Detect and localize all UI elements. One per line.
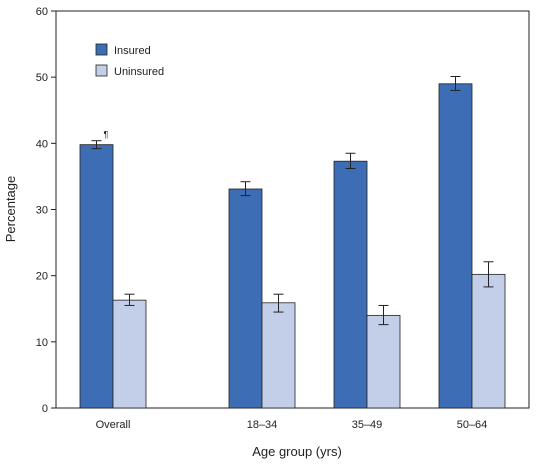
legend-swatch-insured bbox=[95, 43, 108, 56]
y-tick-label: 10 bbox=[36, 337, 48, 349]
legend-label-uninsured: Uninsured bbox=[114, 66, 164, 78]
x-tick-label: 50–64 bbox=[457, 419, 488, 431]
y-tick-label: 50 bbox=[36, 72, 48, 84]
y-tick-label: 40 bbox=[36, 138, 48, 150]
y-axis-title: Percentage bbox=[3, 176, 18, 243]
legend-label-insured: Insured bbox=[114, 45, 151, 57]
annotations-group: ¶ bbox=[104, 130, 109, 140]
x-tick-label: 18–34 bbox=[247, 419, 278, 431]
bar-insured-3 bbox=[438, 83, 473, 409]
x-axis: Overall 18–34 35–49 50–64 bbox=[96, 419, 488, 431]
x-tick-label: Overall bbox=[96, 419, 131, 431]
x-axis-title: Age group (yrs) bbox=[252, 444, 342, 459]
bar-insured-2 bbox=[333, 160, 368, 409]
footnote-marker: ¶ bbox=[104, 130, 109, 140]
bar-insured-1 bbox=[228, 188, 263, 409]
bar-uninsured-3 bbox=[471, 273, 506, 409]
y-tick-label: 0 bbox=[42, 403, 48, 415]
y-tick-label: 30 bbox=[36, 205, 48, 217]
y-tick-label: 60 bbox=[36, 6, 48, 18]
bar-uninsured-2 bbox=[366, 314, 401, 409]
y-tick-label: 20 bbox=[36, 271, 48, 283]
legend: Insured Uninsured bbox=[95, 43, 164, 78]
bars-group bbox=[79, 83, 506, 409]
bar-insured-0 bbox=[79, 144, 114, 409]
bar-uninsured-0 bbox=[112, 299, 147, 409]
x-tick-label: 35–49 bbox=[352, 419, 383, 431]
y-axis: 0 10 20 30 40 50 60 bbox=[36, 6, 56, 415]
error-bars-group bbox=[91, 76, 494, 326]
legend-swatch-uninsured bbox=[95, 64, 108, 77]
bar-uninsured-1 bbox=[261, 302, 296, 409]
